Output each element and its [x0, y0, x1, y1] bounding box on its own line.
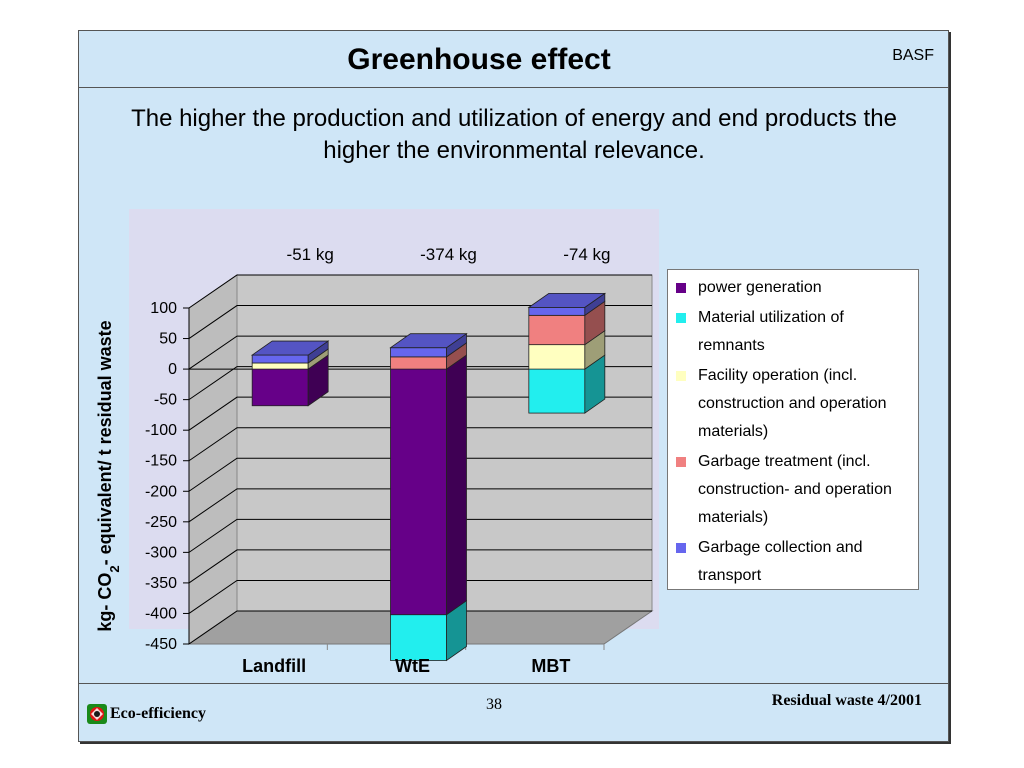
bar-segment-top — [527, 292, 607, 308]
bar-segment-top — [389, 333, 468, 349]
legend-label: Garbage collection and transport — [698, 539, 863, 584]
total-label: -74 kg — [563, 245, 610, 264]
footer-left: Eco-efficiency — [87, 704, 206, 724]
gridline — [188, 366, 652, 401]
bar-segment — [390, 356, 447, 370]
x-category-label: Landfill — [242, 656, 306, 676]
y-tick-label: 50 — [159, 331, 177, 348]
legend-label: Garbage treatment (incl. construction- a… — [698, 453, 892, 526]
gridline — [188, 549, 652, 584]
y-tick-label: -100 — [145, 422, 177, 439]
y-axis-label: kg- CO2- equivalent/ t residual waste — [95, 320, 122, 631]
y-tick-label: -150 — [145, 453, 177, 470]
gridline — [188, 335, 652, 370]
gridline — [188, 274, 652, 309]
legend-swatch — [676, 283, 686, 293]
bar-segment — [251, 368, 309, 407]
bar-segment — [251, 354, 309, 364]
y-tick-label: -250 — [145, 514, 177, 531]
bar-segment — [528, 314, 586, 346]
y-tick-label: 100 — [150, 300, 177, 317]
legend-label: power generation — [698, 279, 822, 296]
y-tick-label: -200 — [145, 483, 177, 500]
slide: Greenhouse effect BASF The higher the pr… — [78, 30, 949, 742]
slide-header: Greenhouse effect BASF — [79, 31, 948, 88]
legend-label: Facility operation (incl. construction a… — [698, 367, 887, 440]
y-tick-label: -400 — [145, 605, 177, 622]
bar-segment — [251, 362, 309, 370]
slide-subtitle: The higher the production and utilizatio… — [131, 105, 897, 164]
legend-swatch — [676, 457, 686, 467]
total-label: -51 kg — [287, 245, 334, 264]
bar-segment-top — [250, 340, 330, 356]
legend-swatch — [676, 313, 686, 323]
bar-segment — [390, 347, 447, 358]
chart: 100 50 0 -50 -100 -150 -200 -250 -300 -350 -400 -45… — [95, 209, 659, 676]
total-label: -374 kg — [420, 245, 477, 264]
legend-swatch — [676, 543, 686, 553]
bar-segment — [528, 368, 586, 414]
bar-segment — [390, 614, 447, 661]
brand-label: BASF — [892, 47, 934, 64]
gridline — [188, 305, 652, 339]
x-category-label: WtE — [395, 656, 430, 676]
bar-segment — [528, 306, 586, 316]
bar-segment — [390, 368, 447, 616]
gridline — [188, 610, 652, 645]
y-tick-label: -50 — [154, 392, 177, 409]
slide-footer: Eco-efficiency 38 Residual waste 4/2001 — [79, 683, 948, 742]
gridline — [188, 457, 652, 492]
gridline — [188, 488, 652, 523]
legend-label: Material utilization of remnants — [698, 309, 844, 354]
page-number: 38 — [486, 696, 502, 713]
y-tick-label: 0 — [168, 361, 177, 378]
y-tick-label: -350 — [145, 575, 177, 592]
y-tick-label: -450 — [145, 636, 177, 653]
x-category-label: MBT — [531, 656, 570, 676]
gridline — [188, 396, 652, 431]
legend-swatch — [676, 371, 686, 381]
gridline — [188, 518, 652, 553]
gridline — [188, 427, 652, 462]
bar-segment — [528, 344, 586, 370]
y-tick-label: -300 — [145, 544, 177, 561]
bar-segment-side — [446, 354, 467, 616]
side-wall — [188, 274, 238, 645]
chart-legend: power generation Material utilization of … — [667, 269, 919, 590]
footer-right: Residual waste 4/2001 — [771, 692, 922, 709]
footer-left-text: Eco-efficiency — [110, 705, 206, 722]
page-title: Greenhouse effect — [347, 43, 611, 76]
eco-efficiency-logo-icon — [87, 704, 107, 724]
gridline — [188, 579, 652, 614]
